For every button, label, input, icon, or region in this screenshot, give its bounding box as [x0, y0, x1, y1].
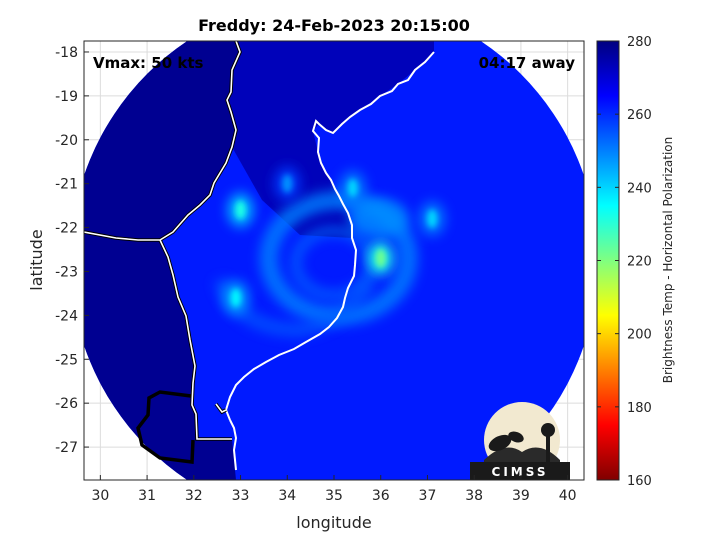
borders-white — [84, 41, 241, 440]
plot-area — [84, 41, 584, 480]
y-tick-label: -23 — [55, 264, 78, 280]
colorbar-tick-label: 260 — [627, 108, 652, 123]
colorbar-tick-label: 180 — [627, 401, 652, 416]
x-tick-label: 34 — [278, 488, 296, 504]
storm-field — [84, 41, 446, 480]
x-tick-label: 37 — [419, 488, 437, 504]
eswatini-outline — [137, 391, 194, 463]
x-tick-label: 31 — [138, 488, 156, 504]
y-tick-label: -18 — [55, 45, 78, 61]
colorbar-ticks: 160 180 200 220 240 260 280 — [597, 35, 652, 489]
storm-warm-spot — [230, 288, 241, 307]
x-tick-label: 36 — [372, 488, 390, 504]
logo-text: CIMSS — [492, 465, 549, 479]
logo-dish-icon — [488, 434, 512, 452]
coastline-maputo — [229, 419, 238, 471]
x-axis-label: longitude — [296, 513, 371, 532]
storm-warm-spot — [427, 209, 438, 228]
y-tick-label: -25 — [55, 352, 78, 368]
coastline — [224, 51, 435, 471]
storm-warm-spot — [375, 249, 386, 268]
storm-northeast-band — [348, 198, 409, 239]
x-ticks: 30 31 32 33 34 35 36 37 38 39 40 — [91, 475, 577, 504]
y-tick-label: -26 — [55, 396, 78, 412]
vmax-annotation: Vmax: 50 kts — [93, 54, 203, 72]
logo-tower-icon — [546, 436, 550, 462]
x-tick-label: 40 — [559, 488, 577, 504]
storm-warm-spot — [282, 174, 293, 193]
logo-dish-small-icon — [508, 431, 524, 443]
y-tick-label: -20 — [55, 133, 78, 149]
x-tick-label: 35 — [325, 488, 343, 504]
y-tick-label: -24 — [55, 308, 78, 324]
y-tick-label: -22 — [55, 221, 78, 237]
colorbar-tick-label: 160 — [627, 474, 652, 489]
x-tick-label: 39 — [512, 488, 530, 504]
colorbar-tick-label: 220 — [627, 255, 652, 270]
colorbar-label: Brightness Temp - Horizontal Polarizatio… — [661, 137, 675, 384]
colorbar: 160 180 200 220 240 260 280 Brightness Temp - … — [596, 35, 675, 489]
y-tick-label: -21 — [55, 177, 78, 193]
logo-tower-tank-icon — [541, 423, 555, 437]
logo-band — [470, 462, 570, 480]
y-ticks: -18 -19 -20 -21 -22 -23 -24 -25 -26 -27 — [55, 45, 89, 456]
colorbar-tick-label: 240 — [627, 181, 652, 196]
cimss-logo: CIMSS — [470, 402, 570, 480]
x-tick-label: 38 — [465, 488, 483, 504]
time-away-annotation: 04:17 away — [479, 54, 576, 72]
x-tick-label: 30 — [91, 488, 109, 504]
storm-warm-spot — [235, 201, 246, 220]
x-tick-label: 33 — [232, 488, 250, 504]
y-tick-label: -27 — [55, 440, 78, 456]
y-axis-label: latitude — [27, 229, 46, 290]
storm-warm-spot — [347, 179, 358, 198]
coastline-mozambique — [224, 51, 435, 421]
colorbar-tick-label: 280 — [627, 35, 652, 50]
chart-title: Freddy: 24-Feb-2023 20:15:00 — [198, 16, 470, 35]
land-cold-region — [84, 41, 240, 480]
colorbar-tick-label: 200 — [627, 328, 652, 343]
x-tick-label: 32 — [185, 488, 203, 504]
y-tick-label: -19 — [55, 89, 78, 105]
